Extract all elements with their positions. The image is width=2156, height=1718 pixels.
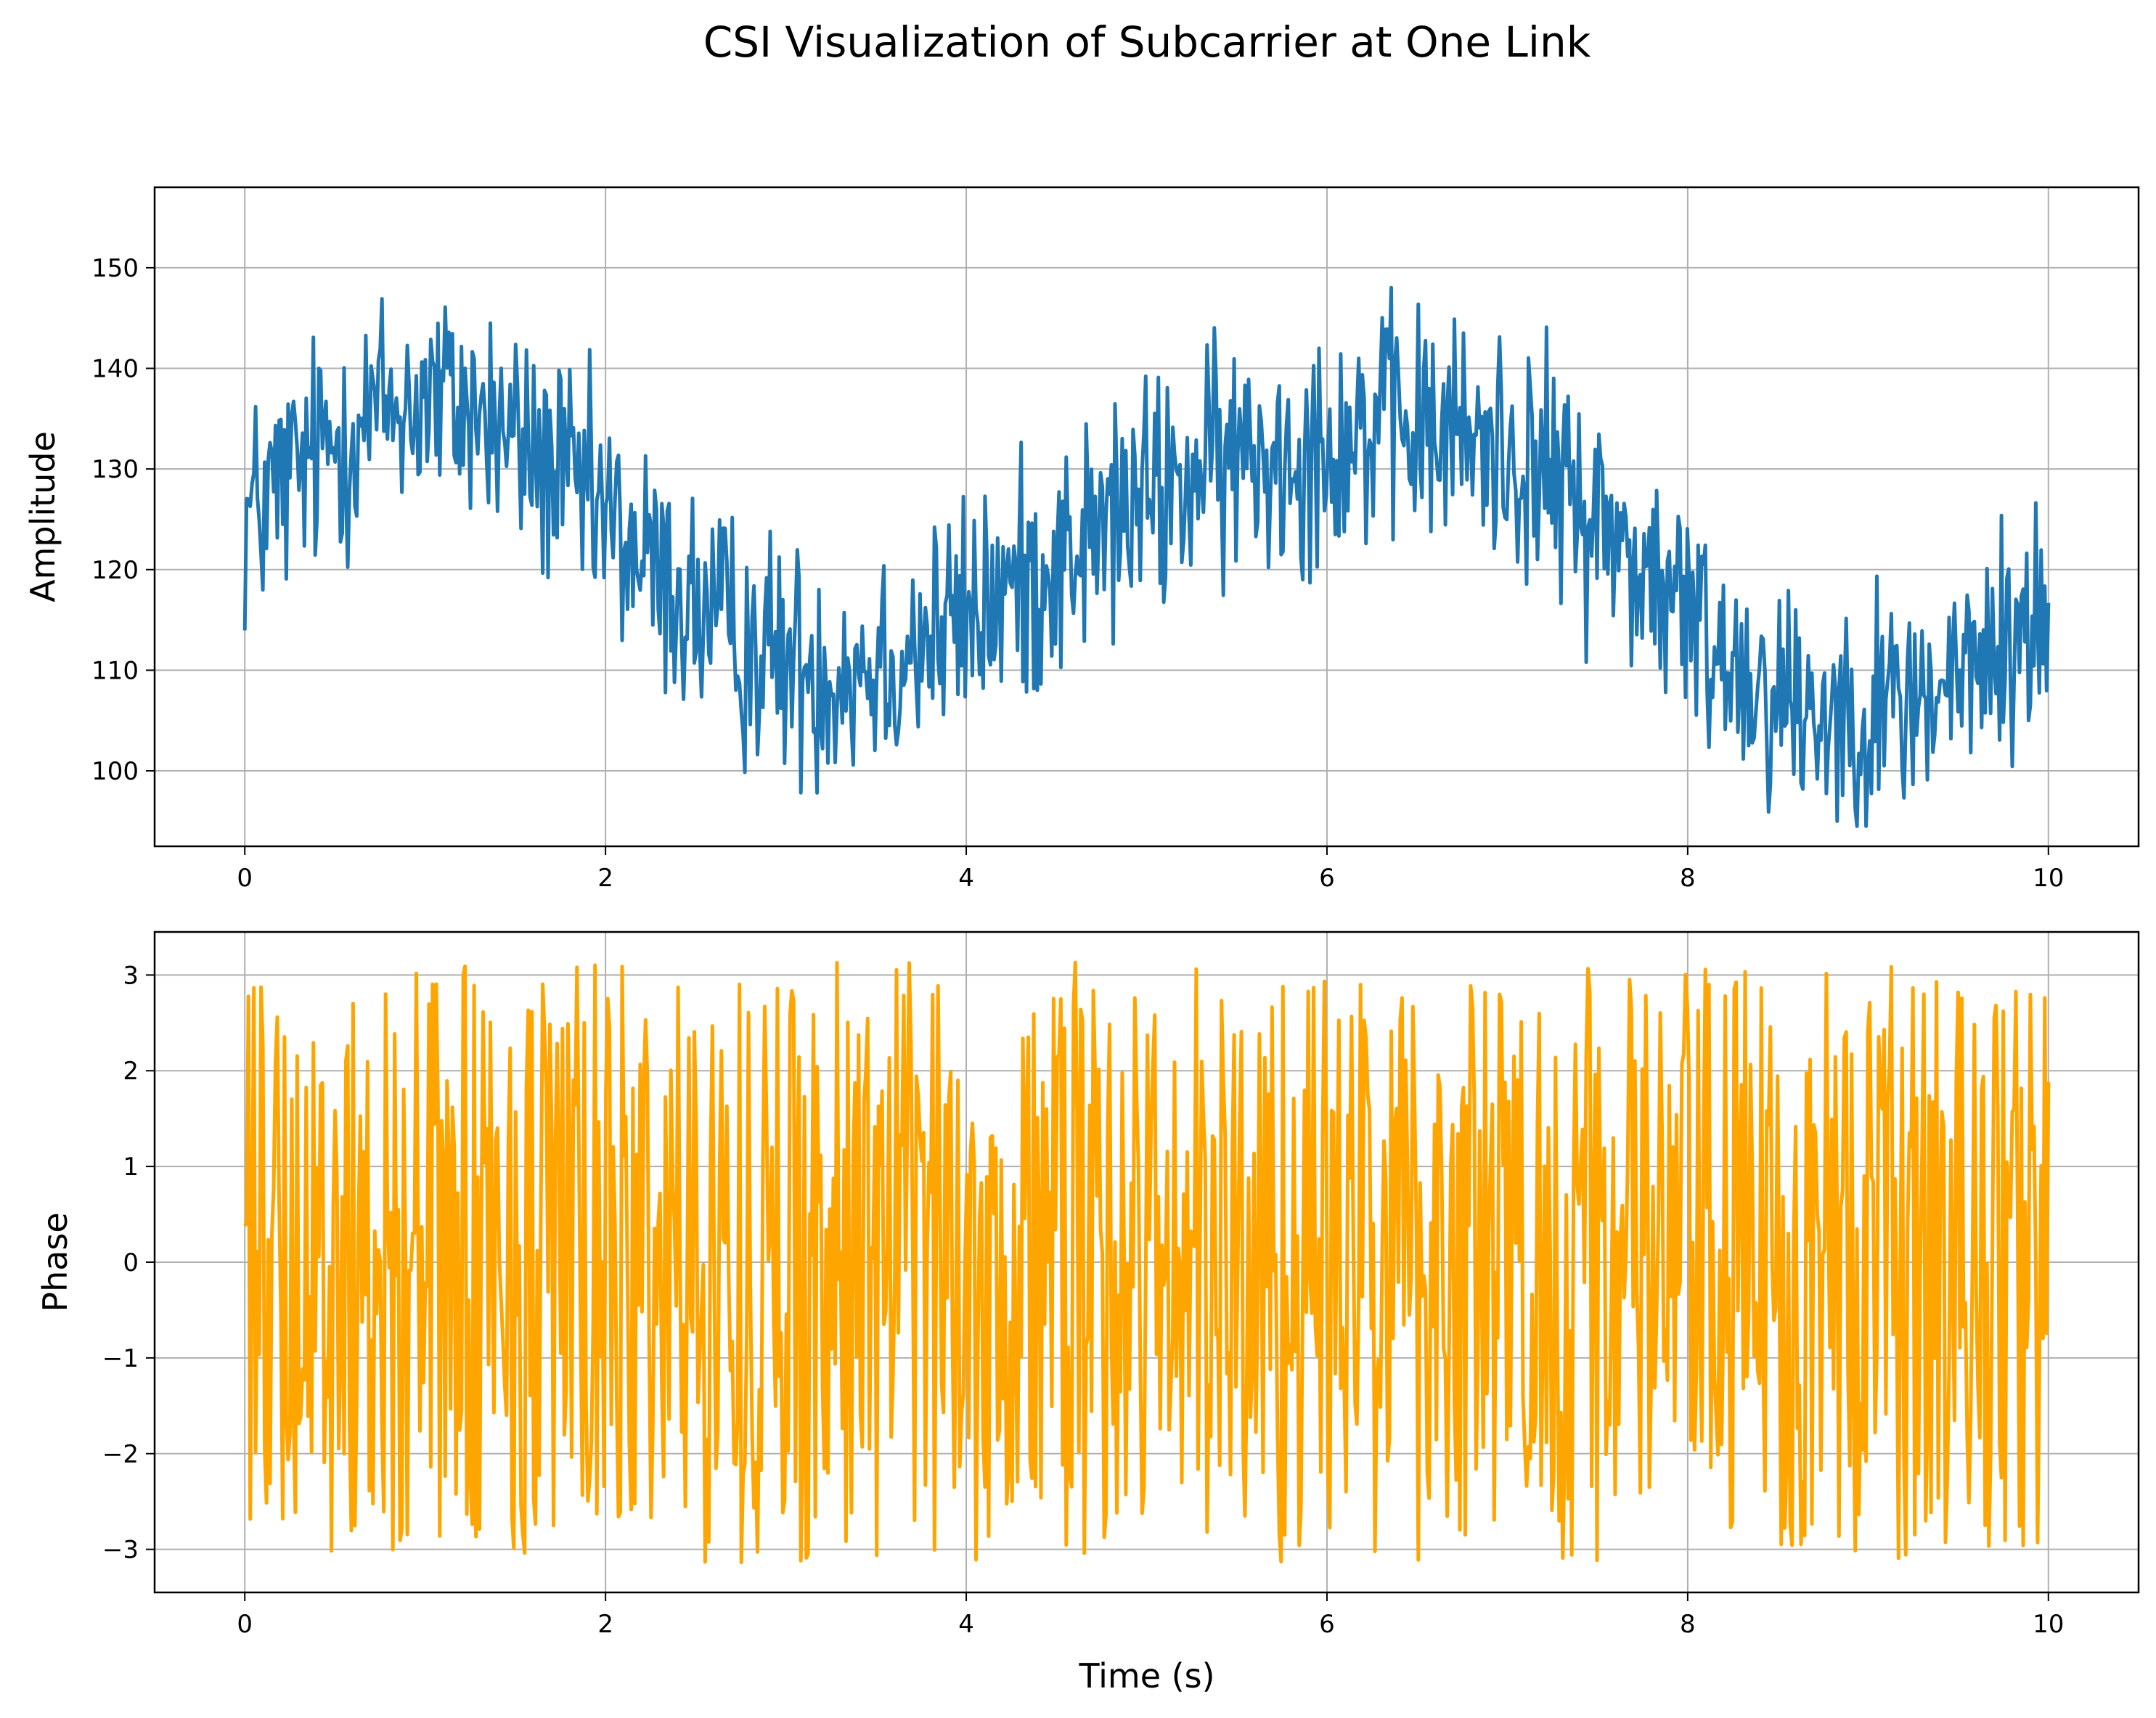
amplitude-x-tick-label: 4 [958, 864, 974, 893]
phase-x-tick-label: 8 [1680, 1610, 1696, 1639]
phase-y-tick-label: −3 [102, 1536, 139, 1565]
amplitude-y-tick-label: 120 [91, 556, 139, 585]
amplitude-x-tick-label: 8 [1680, 864, 1696, 893]
phase-y-axis-label: Phase [36, 1212, 75, 1312]
phase-x-tick-label: 2 [597, 1610, 613, 1639]
amplitude-ticks: 0 2 4 6 8 10 100 110 120 130 140 150 [91, 254, 2064, 893]
amplitude-y-tick-label: 140 [91, 355, 139, 384]
amplitude-x-tick-label: 0 [237, 864, 253, 893]
phase-y-tick-label: 2 [123, 1057, 139, 1086]
phase-series [243, 960, 2051, 1565]
amplitude-y-tick-label: 110 [91, 656, 139, 685]
phase-x-tick-label: 6 [1319, 1610, 1335, 1639]
amplitude-y-axis-label: Amplitude [23, 431, 62, 602]
amplitude-x-tick-label: 10 [2033, 864, 2064, 893]
amplitude-series [242, 285, 2051, 828]
phase-line [243, 960, 2051, 1565]
amplitude-y-tick-label: 100 [91, 757, 139, 786]
amplitude-x-tick-label: 2 [597, 864, 613, 893]
amplitude-y-tick-label: 150 [91, 254, 139, 283]
amplitude-y-tick-label: 130 [91, 455, 139, 484]
phase-y-tick-label: 0 [123, 1248, 139, 1277]
amplitude-axes: 0 2 4 6 8 10 100 110 120 130 140 150 Amplitude [23, 186, 2140, 893]
amplitude-x-tick-label: 6 [1319, 864, 1335, 893]
phase-y-tick-label: −1 [102, 1344, 139, 1373]
figure-title: CSI Visualization of Subcarrier at One L… [703, 17, 1591, 67]
phase-ticks: 0 2 4 6 8 10 −3 −2 −1 0 1 2 3 [102, 961, 2065, 1639]
phase-y-tick-label: 1 [123, 1153, 139, 1182]
phase-y-tick-label: −2 [102, 1440, 139, 1469]
phase-x-tick-label: 10 [2033, 1610, 2064, 1639]
x-axis-label: Time (s) [1078, 1656, 1214, 1695]
amplitude-line [242, 285, 2051, 828]
phase-axes: 0 2 4 6 8 10 −3 −2 −1 0 1 2 3 Phase Time (s) [36, 930, 2140, 1695]
amplitude-plot-frame [153, 186, 2140, 848]
phase-x-tick-label: 0 [237, 1610, 253, 1639]
phase-y-tick-label: 3 [123, 961, 139, 990]
phase-x-tick-label: 4 [958, 1610, 974, 1639]
